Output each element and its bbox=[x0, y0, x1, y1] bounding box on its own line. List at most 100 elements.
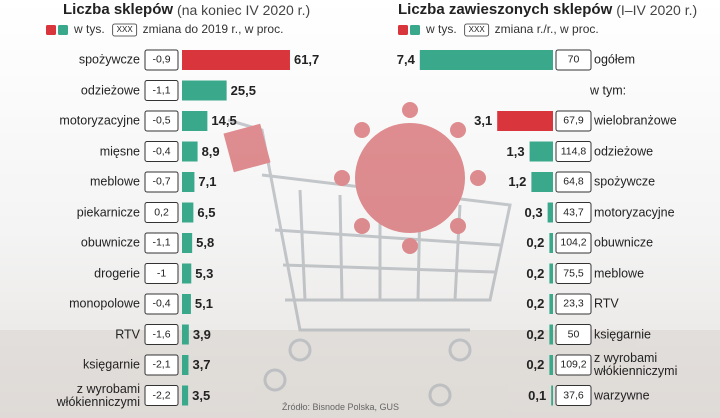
subheader: w tym: bbox=[590, 82, 627, 97]
category-label: spożywcze bbox=[594, 174, 656, 189]
value-label: 0,2 bbox=[526, 326, 545, 342]
change-label: -0,5 bbox=[152, 114, 171, 127]
category-label: meblowe bbox=[89, 174, 140, 189]
value-label: 25,5 bbox=[230, 82, 256, 98]
change-label: 23,3 bbox=[563, 297, 584, 310]
change-label: -1,1 bbox=[152, 83, 171, 96]
value-label: 7,1 bbox=[198, 174, 217, 190]
category-label: ogółem bbox=[594, 52, 635, 67]
value-label: 5,8 bbox=[196, 235, 215, 251]
value-label: 0,1 bbox=[528, 387, 547, 403]
change-label: 75,5 bbox=[563, 266, 584, 279]
category-label: meblowe bbox=[594, 265, 645, 280]
bar bbox=[549, 294, 553, 314]
value-label: 8,9 bbox=[201, 143, 220, 159]
legend-label: zmiana r./r., w proc. bbox=[494, 22, 599, 36]
legend-label: w tys. bbox=[426, 22, 457, 36]
value-label: 3,5 bbox=[192, 387, 211, 403]
category-label: motoryzacyjne bbox=[594, 204, 675, 219]
change-box bbox=[144, 202, 179, 223]
change-box bbox=[144, 385, 179, 406]
bar bbox=[182, 294, 191, 314]
change-box bbox=[555, 324, 592, 345]
change-box bbox=[555, 110, 592, 132]
chart-title: Liczba sklepów bbox=[63, 1, 174, 18]
value-label: 6,5 bbox=[197, 204, 216, 220]
value-label: 3,1 bbox=[474, 113, 493, 129]
category-label: odzieżowe bbox=[80, 82, 140, 97]
change-box bbox=[144, 141, 179, 162]
bar bbox=[182, 355, 189, 375]
bar bbox=[419, 50, 553, 70]
change-label: -0,7 bbox=[152, 175, 171, 188]
value-label: 1,3 bbox=[506, 143, 525, 159]
category-label: warzywne bbox=[594, 387, 650, 402]
chart-title: Liczba zawieszonych sklepów bbox=[398, 1, 613, 18]
category-label: wielobranżowe bbox=[594, 113, 677, 128]
bar bbox=[182, 233, 193, 253]
legend-box-label: XXX bbox=[116, 24, 133, 34]
bar bbox=[182, 111, 208, 131]
value-label: 0,2 bbox=[526, 357, 545, 373]
background-illustration bbox=[0, 102, 720, 418]
change-box bbox=[144, 110, 179, 132]
change-box bbox=[555, 293, 592, 315]
change-box bbox=[555, 232, 592, 254]
value-label: 61,7 bbox=[293, 52, 320, 68]
change-label: -1,6 bbox=[152, 327, 171, 340]
category-label: odzieżowe bbox=[594, 143, 654, 158]
category-label: z wyrobami włókienniczymi bbox=[594, 350, 678, 378]
change-label: 0,2 bbox=[154, 205, 169, 218]
value-label: 0,3 bbox=[524, 204, 543, 220]
change-box bbox=[555, 141, 592, 162]
value-label: 3,9 bbox=[192, 326, 211, 342]
change-label: 37,6 bbox=[563, 388, 584, 401]
change-box bbox=[555, 171, 592, 193]
bar bbox=[497, 111, 553, 131]
chart-subtitle: (na koniec IV 2020 r.) bbox=[177, 2, 311, 18]
legend-box bbox=[464, 23, 490, 37]
bar bbox=[549, 233, 553, 253]
change-box bbox=[144, 324, 179, 345]
change-box bbox=[555, 49, 592, 71]
change-label: 67,9 bbox=[563, 114, 584, 127]
bar bbox=[531, 172, 553, 192]
bar bbox=[182, 50, 290, 70]
category-label: księgarnie bbox=[594, 326, 651, 341]
change-box bbox=[144, 354, 179, 376]
category-label: RTV bbox=[594, 296, 619, 311]
category-label: mięsne bbox=[99, 143, 140, 158]
change-box bbox=[144, 232, 179, 254]
change-label: 64,8 bbox=[563, 175, 584, 188]
change-box bbox=[144, 171, 179, 193]
change-label: -0,9 bbox=[152, 53, 171, 66]
change-box bbox=[144, 80, 179, 101]
value-label: 0,2 bbox=[526, 235, 545, 251]
change-label: -2,2 bbox=[152, 388, 171, 401]
category-label: z wyrobami włókienniczymi bbox=[56, 381, 140, 409]
change-box bbox=[555, 263, 592, 284]
legend-label: zmiana do 2019 r., w proc. bbox=[142, 22, 284, 36]
bar bbox=[182, 324, 189, 345]
legend-box bbox=[112, 23, 138, 37]
change-label: -1 bbox=[156, 266, 167, 279]
value-label: 7,4 bbox=[396, 52, 415, 68]
change-label: 104,2 bbox=[560, 236, 587, 249]
change-label: 109,2 bbox=[560, 358, 587, 371]
category-label: motoryzacyjne bbox=[59, 113, 140, 128]
bar bbox=[547, 202, 553, 223]
bar bbox=[182, 202, 194, 223]
change-box bbox=[144, 49, 179, 71]
value-label: 14,5 bbox=[211, 113, 237, 129]
bar bbox=[549, 355, 553, 375]
legend-label: w tys. bbox=[74, 22, 105, 36]
change-label: 114,8 bbox=[560, 144, 587, 157]
cart-handle bbox=[223, 123, 271, 173]
chart-subtitle: (I–IV 2020 r.) bbox=[616, 2, 698, 18]
change-box bbox=[555, 385, 592, 406]
category-label: obuwnicze bbox=[80, 235, 140, 250]
bar bbox=[549, 263, 553, 284]
bar bbox=[182, 172, 195, 192]
bar bbox=[182, 80, 227, 101]
